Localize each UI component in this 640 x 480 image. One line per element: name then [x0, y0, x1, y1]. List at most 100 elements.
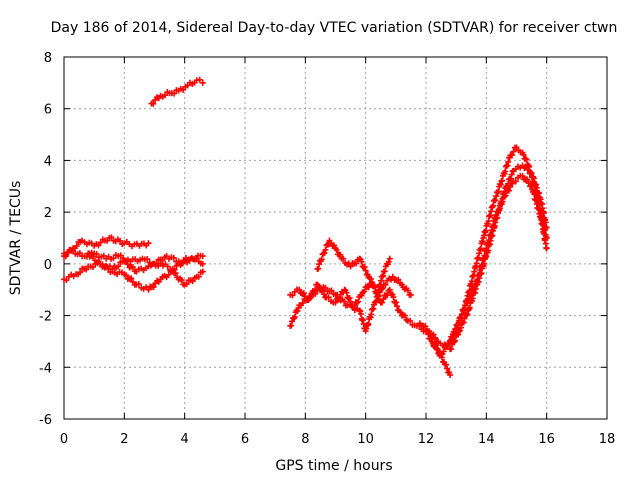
data-point	[144, 256, 151, 263]
data-point	[150, 284, 157, 291]
data-point	[523, 156, 530, 163]
data-point	[145, 286, 152, 293]
data-point	[457, 327, 464, 334]
data-point	[381, 268, 388, 275]
data-point	[341, 298, 348, 305]
data-point	[371, 299, 378, 306]
data-point	[353, 260, 360, 267]
data-point	[199, 260, 206, 267]
data-point	[170, 254, 177, 261]
data-point	[196, 76, 203, 83]
data-point	[378, 286, 385, 293]
data-point	[299, 299, 306, 306]
data-point	[63, 277, 70, 284]
data-point	[395, 276, 402, 283]
data-point	[440, 348, 447, 355]
data-point	[89, 263, 96, 270]
y-tick-label: 2	[44, 206, 52, 221]
y-tick-label: 0	[44, 258, 52, 273]
data-point	[512, 178, 519, 185]
data-point	[300, 290, 307, 297]
data-point	[464, 311, 471, 318]
data-point	[128, 275, 135, 282]
data-point	[288, 322, 295, 329]
data-point	[189, 278, 196, 285]
data-point	[507, 175, 514, 182]
data-point	[337, 251, 344, 258]
plot-frame	[63, 56, 608, 420]
data-point	[93, 251, 100, 258]
data-point	[543, 224, 550, 231]
data-point	[382, 281, 389, 288]
data-point	[77, 269, 84, 276]
data-point	[353, 299, 360, 306]
data-point	[407, 291, 414, 298]
data-point	[444, 365, 451, 372]
data-point	[508, 171, 515, 178]
y-tick-label: -4	[39, 361, 52, 376]
data-point	[361, 288, 368, 295]
data-point	[501, 188, 508, 195]
data-point	[355, 298, 362, 305]
data-point	[291, 314, 298, 321]
data-point	[199, 253, 206, 260]
axis-ticks	[63, 56, 608, 420]
data-point	[159, 257, 166, 264]
y-tick-label: -6	[39, 413, 52, 428]
data-point	[115, 263, 122, 270]
data-point	[430, 331, 437, 338]
data-point	[123, 257, 130, 264]
data-point	[320, 291, 327, 298]
data-point	[322, 246, 329, 253]
data-point	[332, 299, 339, 306]
data-point	[429, 338, 436, 345]
chart-title: Day 186 of 2014, Sidereal Day-to-day VTE…	[51, 20, 618, 36]
data-point	[199, 268, 206, 275]
data-point	[397, 309, 404, 316]
data-point	[90, 253, 97, 260]
data-point	[199, 79, 206, 86]
data-point	[510, 148, 517, 155]
data-point	[178, 277, 185, 284]
data-point	[461, 315, 468, 322]
data-point	[105, 265, 112, 272]
data-point	[83, 266, 90, 273]
data-point	[522, 155, 529, 162]
x-tick-label: 0	[60, 432, 68, 447]
data-point	[123, 272, 130, 279]
data-point	[346, 295, 353, 302]
data-point	[85, 250, 92, 257]
y-tick-labels: -6 -4 -2 0 2 4 6 8	[39, 51, 52, 428]
data-point	[108, 234, 115, 241]
data-point	[183, 281, 190, 288]
x-tick-label: 8	[301, 432, 309, 447]
data-point	[289, 292, 296, 299]
data-point	[455, 331, 462, 338]
data-point	[304, 296, 311, 303]
data-point	[315, 265, 322, 272]
x-tick-label: 4	[181, 432, 189, 447]
y-axis-label: SDTVAR / TECUs	[8, 181, 24, 296]
data-point	[316, 261, 323, 268]
data-point	[150, 100, 157, 107]
data-point	[379, 299, 386, 306]
data-point	[172, 270, 179, 277]
grid	[64, 57, 607, 419]
data-point	[322, 284, 329, 291]
data-point	[358, 258, 365, 265]
data-point	[426, 328, 433, 335]
x-axis-label: GPS time / hours	[275, 458, 392, 474]
data-point	[296, 286, 303, 293]
data-points	[61, 76, 550, 379]
data-point	[524, 176, 531, 183]
data-point	[145, 240, 152, 247]
data-point	[393, 299, 400, 306]
data-point	[375, 293, 382, 300]
data-point	[404, 287, 411, 294]
data-point	[460, 319, 467, 326]
data-point	[543, 245, 550, 252]
data-point	[448, 345, 455, 352]
data-point	[333, 246, 340, 253]
data-point	[117, 237, 124, 244]
